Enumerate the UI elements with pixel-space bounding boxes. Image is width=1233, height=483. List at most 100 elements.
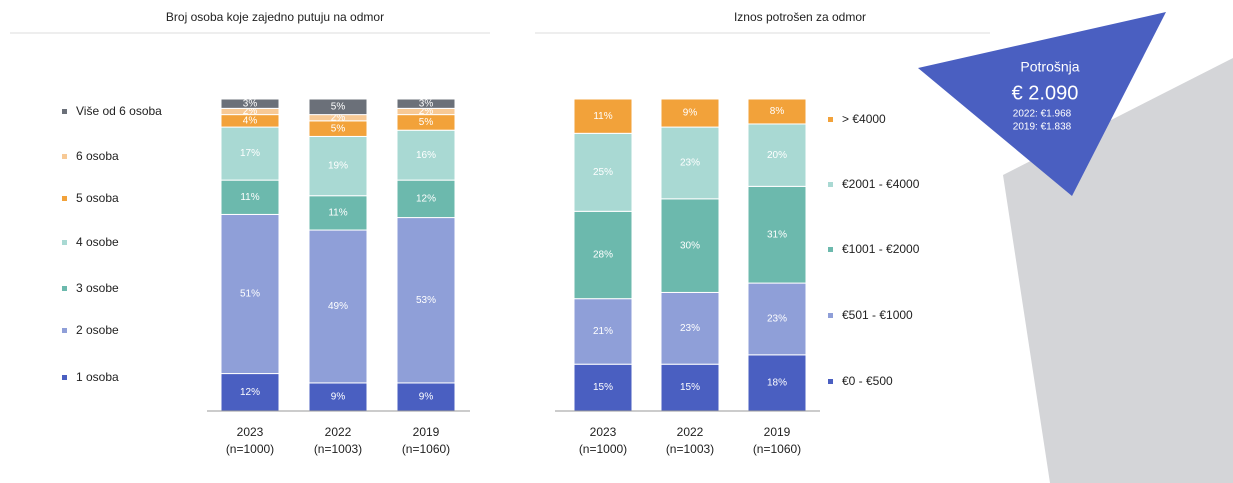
legend-label: €1001 - €2000	[842, 242, 920, 256]
bar-segment	[396, 382, 456, 412]
x-tick-sublabel: (n=1060)	[753, 442, 801, 456]
legend-swatch	[62, 375, 67, 380]
bar-segment	[660, 98, 720, 128]
legend-label: 4 osobe	[76, 235, 119, 249]
segment-label: 16%	[416, 150, 436, 161]
segment-label: 4%	[243, 115, 258, 126]
legend-swatch	[62, 196, 67, 201]
x-tick-label: 2019	[413, 425, 440, 439]
segment-label: 49%	[328, 301, 348, 312]
x-tick-sublabel: (n=1000)	[226, 442, 274, 456]
x-tick-sublabel: (n=1003)	[666, 442, 714, 456]
segment-label: 23%	[767, 314, 787, 325]
bar-segment	[220, 373, 280, 412]
bar-segment	[220, 179, 280, 215]
legend-label: €501 - €1000	[842, 308, 913, 322]
segment-label: 2%	[419, 106, 434, 117]
segment-label: 20%	[767, 150, 787, 161]
bar-segment	[220, 213, 280, 375]
legend-swatch	[828, 313, 833, 318]
callout-line: 2019: €1.838	[1013, 122, 1072, 133]
bar-segment	[308, 229, 368, 384]
callout-value: € 2.090	[1012, 82, 1079, 104]
bar-segment	[573, 210, 633, 300]
legend-swatch	[828, 379, 833, 384]
legend-label: 5 osoba	[76, 191, 119, 205]
segment-label: 5%	[331, 101, 346, 112]
legend-swatch	[62, 286, 67, 291]
bar-segment	[220, 126, 280, 181]
segment-label: 28%	[593, 250, 613, 261]
x-tick-sublabel: (n=1003)	[314, 442, 362, 456]
legend-label: 2 osobe	[76, 323, 119, 337]
bar-segment	[573, 98, 633, 134]
segment-label: 15%	[680, 382, 700, 393]
bar-segment	[308, 98, 368, 116]
segment-label: 25%	[593, 167, 613, 178]
legend-label: €2001 - €4000	[842, 177, 920, 191]
legend-swatch	[62, 109, 67, 114]
bar-segment	[747, 98, 807, 125]
segment-label: 11%	[328, 208, 347, 219]
bar-segment	[747, 282, 807, 356]
x-tick-label: 2022	[325, 425, 352, 439]
segment-label: 11%	[240, 192, 259, 203]
legend-swatch	[828, 247, 833, 252]
segment-label: 5%	[419, 117, 434, 128]
legend-label: 1 osoba	[76, 370, 119, 384]
legend-swatch	[62, 240, 67, 245]
bar-segment	[308, 135, 368, 197]
x-tick-sublabel: (n=1000)	[579, 442, 627, 456]
segment-label: 9%	[331, 392, 346, 403]
bar-segment	[747, 185, 807, 284]
callout-title: Potrošnja	[1020, 59, 1079, 75]
segment-label: 12%	[416, 193, 436, 204]
legend-swatch	[62, 328, 67, 333]
segment-label: 2%	[243, 106, 258, 117]
x-tick-label: 2023	[590, 425, 617, 439]
segment-label: 19%	[328, 161, 348, 172]
legend-label: 3 osobe	[76, 281, 119, 295]
legend-swatch	[828, 182, 833, 187]
legend-label: 6 osoba	[76, 149, 119, 163]
bar-segment	[573, 132, 633, 212]
segment-label: 18%	[767, 378, 787, 389]
legend-label: Više od 6 osoba	[76, 104, 162, 118]
chart-title: Broj osoba koje zajedno putuju na odmor	[166, 10, 384, 24]
bar-segment	[308, 195, 368, 231]
segment-label: 15%	[593, 382, 613, 393]
x-tick-label: 2019	[764, 425, 791, 439]
bar-segment	[660, 126, 720, 200]
bar-segment	[396, 98, 456, 109]
legend-swatch	[828, 117, 833, 122]
segment-label: 3%	[243, 98, 258, 109]
segment-label: 9%	[419, 392, 434, 403]
segment-label: 11%	[593, 111, 612, 122]
segment-label: 30%	[680, 240, 700, 251]
segment-label: 23%	[680, 323, 700, 334]
bar-segment	[747, 123, 807, 187]
segment-label: 2%	[331, 112, 346, 123]
segment-label: 23%	[680, 158, 700, 169]
segment-label: 3%	[419, 98, 434, 109]
bar-segment	[747, 354, 807, 412]
segment-label: 53%	[416, 295, 436, 306]
bar-segment	[396, 179, 456, 219]
segment-label: 12%	[240, 387, 260, 398]
segment-label: 9%	[683, 108, 698, 119]
legend-swatch	[62, 154, 67, 159]
callout-line: 2022: €1.968	[1013, 109, 1072, 120]
bar-segment	[660, 198, 720, 293]
bar-segment	[396, 129, 456, 181]
segment-label: 5%	[331, 123, 346, 134]
segment-label: 31%	[767, 229, 787, 240]
segment-label: 21%	[593, 326, 613, 337]
bar-segment	[396, 217, 456, 384]
x-tick-label: 2022	[677, 425, 704, 439]
bar-segment	[220, 98, 280, 109]
segment-label: 8%	[770, 106, 785, 117]
segment-label: 51%	[240, 289, 260, 300]
bar-segment	[308, 382, 368, 412]
bar-segment	[573, 298, 633, 365]
